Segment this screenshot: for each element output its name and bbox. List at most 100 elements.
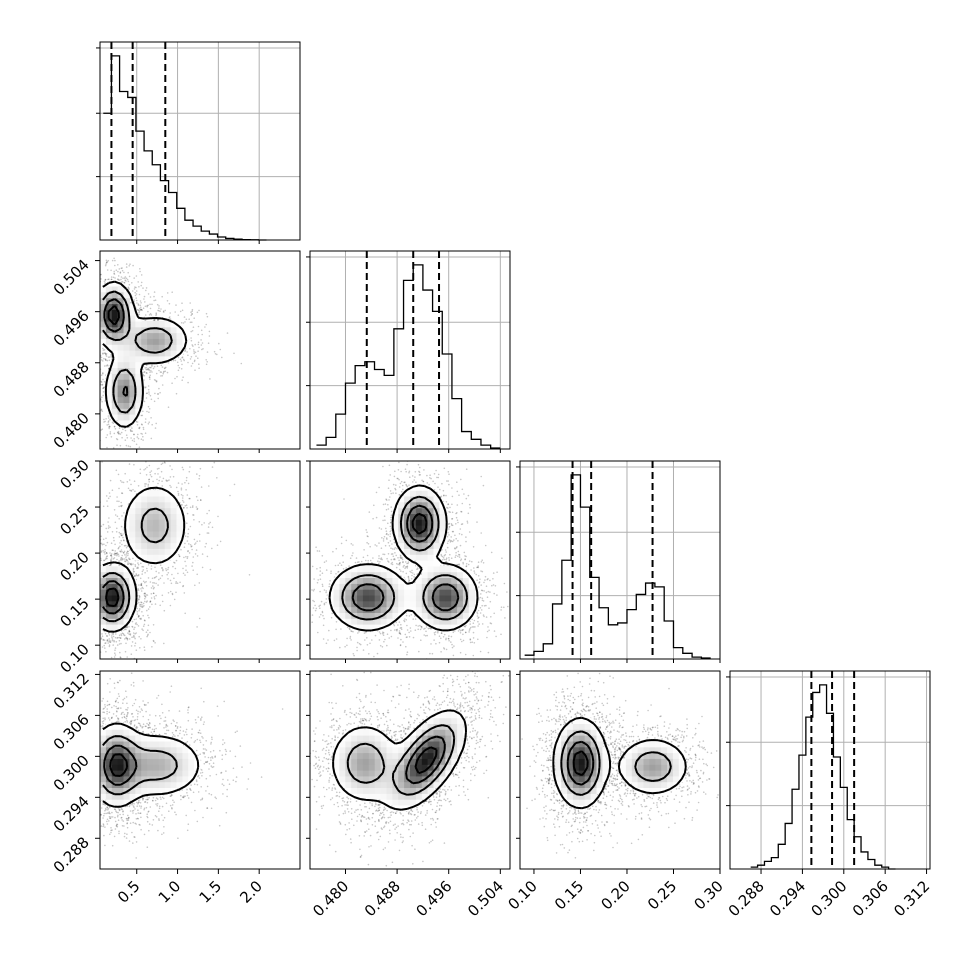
sample-point bbox=[138, 584, 140, 586]
sample-point bbox=[110, 558, 113, 560]
sample-point bbox=[86, 578, 88, 580]
sample-point bbox=[177, 494, 180, 496]
sample-point bbox=[139, 309, 141, 311]
sample-point bbox=[196, 555, 199, 557]
sample-point bbox=[100, 542, 103, 545]
sample-point bbox=[194, 584, 196, 587]
sample-point bbox=[96, 295, 98, 297]
sample-point bbox=[138, 596, 141, 599]
sample-point bbox=[113, 432, 116, 435]
joint-panel-0-1 bbox=[87, 249, 301, 450]
sample-point bbox=[104, 642, 106, 644]
sample-point bbox=[118, 643, 121, 645]
sample-point bbox=[221, 356, 223, 359]
sample-point bbox=[113, 557, 116, 559]
sample-point bbox=[137, 309, 139, 311]
sample-point bbox=[213, 350, 216, 353]
sample-point bbox=[208, 330, 211, 333]
sample-point bbox=[140, 605, 143, 608]
sample-point bbox=[77, 625, 79, 627]
density-cell bbox=[176, 326, 183, 334]
sample-point bbox=[94, 295, 96, 297]
sample-point bbox=[138, 427, 140, 429]
sample-point bbox=[134, 565, 137, 568]
sample-point bbox=[131, 290, 134, 292]
sample-point bbox=[90, 324, 92, 326]
sample-point bbox=[92, 316, 94, 318]
sample-point bbox=[142, 587, 144, 590]
sample-point bbox=[96, 562, 98, 564]
sample-point bbox=[185, 479, 188, 482]
sample-point bbox=[96, 594, 98, 596]
sample-point bbox=[192, 556, 195, 558]
sample-point bbox=[146, 600, 148, 602]
sample-point bbox=[128, 626, 130, 628]
sample-point bbox=[100, 551, 103, 553]
sample-point bbox=[117, 275, 120, 277]
sample-point bbox=[79, 585, 81, 587]
sample-point bbox=[113, 249, 115, 251]
sample-point bbox=[106, 505, 109, 508]
density-cell bbox=[135, 373, 142, 380]
sample-point bbox=[166, 300, 169, 302]
density-cell bbox=[117, 326, 125, 334]
sample-point bbox=[120, 633, 122, 635]
sample-point bbox=[130, 430, 132, 432]
sample-point bbox=[136, 613, 139, 615]
density-cell bbox=[111, 309, 119, 316]
sample-point bbox=[126, 551, 128, 554]
sample-point bbox=[134, 286, 136, 288]
sample-point bbox=[179, 358, 182, 361]
sample-point bbox=[149, 474, 152, 476]
sample-point bbox=[103, 421, 105, 423]
sample-point bbox=[139, 300, 142, 302]
sample-point bbox=[92, 568, 94, 570]
sample-point bbox=[134, 490, 136, 493]
sample-point bbox=[128, 633, 130, 635]
sample-point bbox=[89, 396, 91, 398]
sample-point bbox=[119, 545, 121, 548]
sample-point bbox=[127, 552, 129, 555]
sample-point bbox=[96, 322, 98, 324]
density-cell bbox=[123, 297, 130, 304]
sample-point bbox=[195, 549, 198, 551]
sample-point bbox=[94, 288, 96, 290]
sample-point bbox=[167, 406, 170, 409]
sample-point bbox=[138, 293, 141, 296]
sample-point bbox=[125, 266, 128, 268]
sample-point bbox=[216, 477, 218, 479]
sample-point bbox=[179, 310, 182, 313]
sample-point bbox=[166, 437, 168, 439]
sample-point bbox=[102, 378, 104, 381]
sample-point bbox=[147, 423, 150, 425]
sample-point bbox=[191, 313, 193, 315]
sample-point bbox=[193, 349, 195, 351]
sample-point bbox=[150, 587, 153, 589]
sample-point bbox=[125, 559, 127, 561]
sample-point bbox=[149, 296, 152, 298]
sample-point bbox=[142, 410, 144, 413]
sample-point bbox=[153, 597, 156, 600]
sample-point bbox=[109, 641, 111, 643]
sample-point bbox=[153, 291, 156, 293]
sample-point bbox=[133, 575, 136, 578]
sample-point bbox=[107, 525, 110, 527]
sample-point bbox=[119, 550, 121, 552]
density-cell bbox=[135, 326, 142, 334]
sample-point bbox=[124, 560, 126, 562]
sample-point bbox=[95, 596, 97, 598]
sample-point bbox=[95, 341, 97, 343]
sample-point bbox=[159, 310, 161, 313]
sample-point bbox=[95, 596, 97, 598]
sample-point bbox=[97, 294, 99, 296]
sample-point bbox=[96, 613, 98, 615]
sample-point bbox=[147, 368, 150, 371]
sample-point bbox=[97, 630, 99, 632]
sample-point bbox=[155, 582, 157, 585]
sample-point bbox=[86, 615, 88, 617]
density-cell bbox=[111, 326, 119, 334]
sample-point bbox=[167, 592, 170, 594]
sample-point bbox=[89, 305, 91, 307]
sample-point bbox=[87, 295, 89, 297]
sample-point bbox=[146, 466, 148, 469]
